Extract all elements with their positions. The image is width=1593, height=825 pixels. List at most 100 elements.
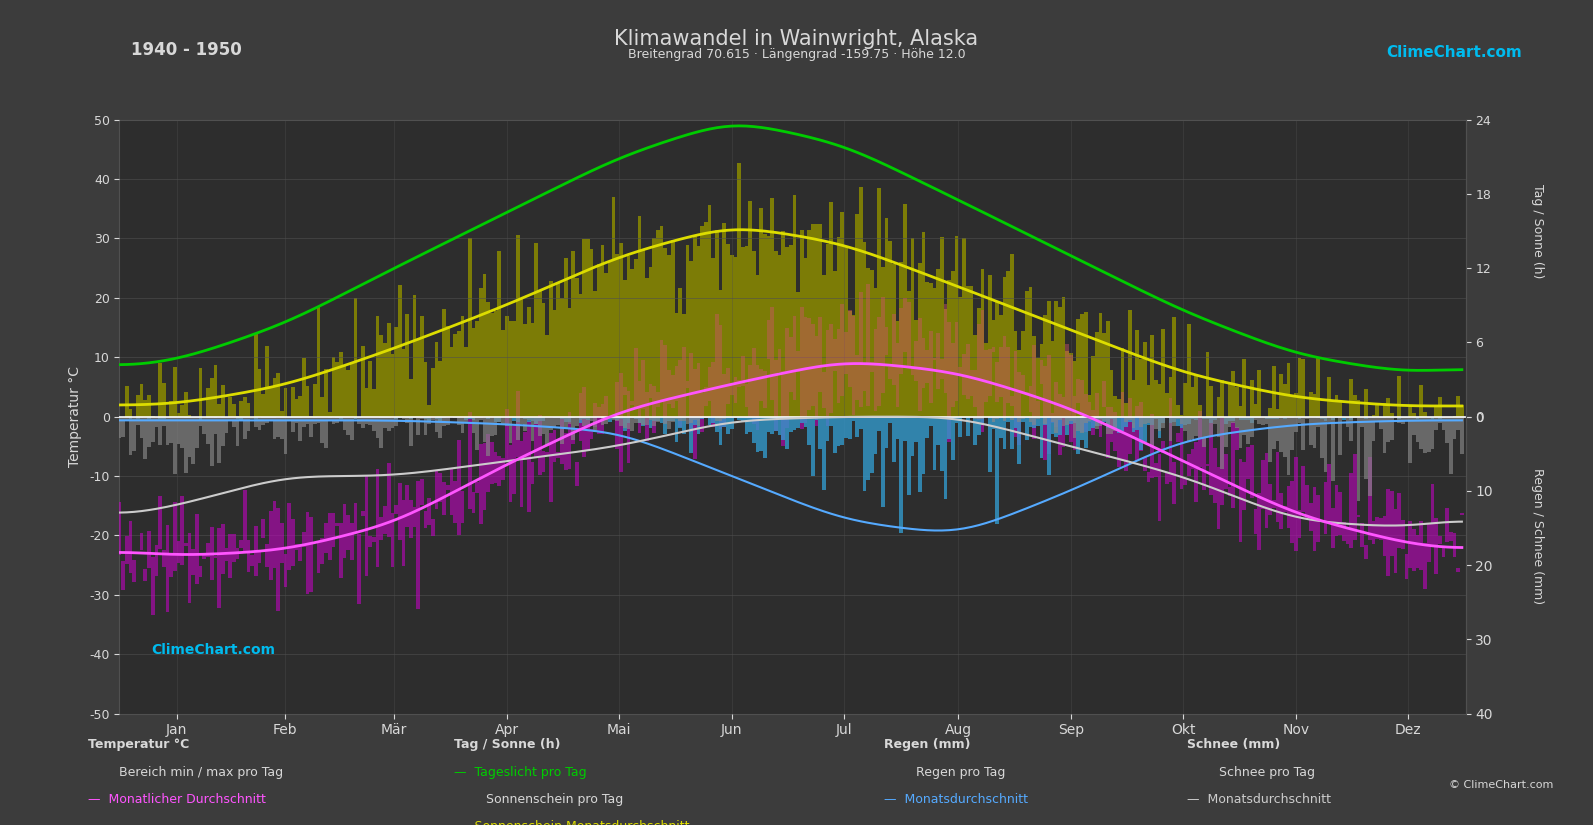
Bar: [1332, 508, 1335, 548]
Bar: [1047, 417, 1051, 455]
Bar: [572, 417, 575, 440]
Bar: [239, 540, 244, 548]
Bar: [1276, 417, 1279, 441]
Bar: [830, 202, 833, 417]
Bar: [965, 343, 970, 399]
Bar: [1235, 427, 1239, 450]
Bar: [959, 367, 962, 376]
Bar: [527, 417, 530, 422]
Bar: [1153, 463, 1158, 478]
Bar: [335, 361, 339, 417]
Bar: [760, 370, 763, 401]
Bar: [1206, 417, 1209, 436]
Bar: [210, 378, 213, 417]
Bar: [1262, 417, 1265, 425]
Bar: [309, 417, 314, 437]
Bar: [718, 417, 723, 429]
Bar: [870, 417, 873, 473]
Bar: [1150, 417, 1153, 478]
Bar: [873, 329, 878, 411]
Bar: [1114, 412, 1117, 417]
Bar: [914, 320, 918, 417]
Bar: [1010, 417, 1013, 449]
Bar: [1397, 417, 1400, 419]
Bar: [177, 540, 180, 563]
Bar: [760, 208, 763, 417]
Bar: [516, 417, 519, 456]
Bar: [449, 469, 454, 516]
Bar: [331, 356, 335, 417]
Bar: [1153, 417, 1158, 419]
Bar: [1243, 417, 1246, 420]
Bar: [1268, 484, 1271, 515]
Bar: [1423, 412, 1427, 417]
Bar: [390, 354, 393, 417]
Bar: [1335, 395, 1338, 417]
Bar: [1150, 335, 1153, 417]
Bar: [583, 417, 586, 426]
Bar: [550, 281, 553, 417]
Bar: [965, 286, 970, 417]
Bar: [696, 417, 701, 434]
Bar: [959, 297, 962, 417]
Bar: [561, 417, 564, 444]
Bar: [269, 511, 272, 580]
Bar: [379, 417, 384, 448]
Bar: [704, 387, 707, 406]
Bar: [147, 531, 151, 568]
Bar: [438, 474, 443, 502]
Bar: [803, 257, 808, 417]
Bar: [210, 527, 213, 580]
Bar: [1438, 417, 1442, 423]
Bar: [836, 417, 841, 446]
Bar: [272, 417, 276, 418]
Bar: [578, 417, 583, 420]
Bar: [1276, 452, 1279, 522]
Bar: [948, 417, 951, 440]
Bar: [981, 310, 984, 417]
Bar: [1287, 486, 1290, 528]
Bar: [951, 417, 954, 460]
Bar: [814, 417, 819, 427]
Bar: [1063, 297, 1066, 417]
Bar: [918, 417, 922, 492]
Bar: [1268, 417, 1271, 419]
Bar: [1442, 545, 1445, 557]
Bar: [1282, 506, 1287, 512]
Bar: [188, 417, 191, 457]
Bar: [303, 532, 306, 547]
Bar: [1456, 417, 1461, 430]
Bar: [615, 417, 620, 450]
Bar: [855, 356, 859, 400]
Bar: [1364, 389, 1368, 417]
Bar: [1128, 417, 1131, 422]
Bar: [502, 459, 505, 480]
Bar: [553, 417, 556, 418]
Bar: [1431, 417, 1434, 449]
Bar: [663, 417, 667, 435]
Bar: [929, 331, 932, 403]
Bar: [572, 429, 575, 444]
Bar: [948, 417, 951, 441]
Bar: [1106, 321, 1110, 417]
Bar: [185, 392, 188, 417]
Bar: [881, 267, 884, 417]
Bar: [158, 496, 162, 549]
Bar: [1047, 417, 1051, 418]
Bar: [671, 417, 674, 422]
Bar: [1058, 417, 1063, 435]
Bar: [752, 417, 755, 444]
Bar: [1184, 417, 1187, 431]
Bar: [567, 417, 572, 424]
Bar: [233, 417, 236, 427]
Bar: [733, 257, 738, 417]
Bar: [1150, 414, 1153, 417]
Bar: [1106, 417, 1110, 434]
Bar: [261, 417, 264, 418]
Bar: [637, 417, 642, 422]
Bar: [932, 357, 937, 360]
Bar: [530, 323, 534, 417]
Bar: [1209, 386, 1212, 417]
Bar: [825, 417, 830, 441]
Bar: [151, 557, 155, 615]
